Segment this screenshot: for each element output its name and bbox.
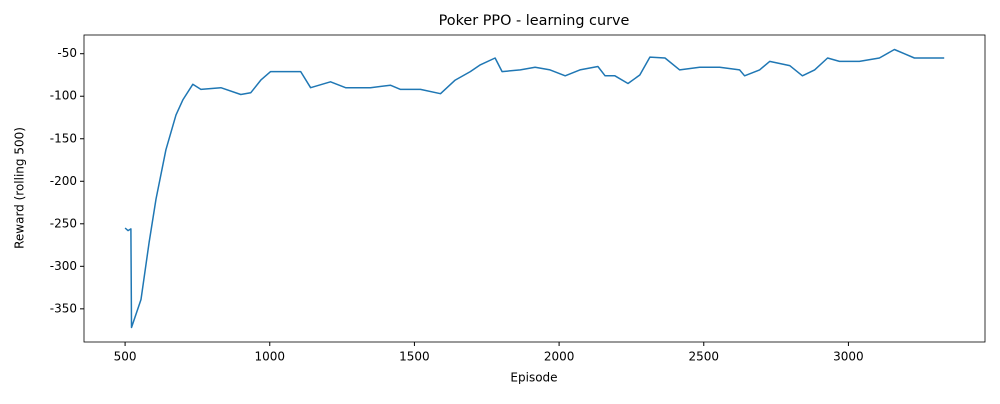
x-tick-label: 1500 (399, 350, 430, 364)
y-tick-label: -150 (50, 131, 77, 145)
x-axis-label: Episode (510, 371, 557, 385)
y-tick-label: -100 (50, 89, 77, 103)
line (124, 48, 945, 329)
y-axis-label: Reward (rolling 500) (13, 127, 27, 249)
y-tick-label: -300 (50, 259, 77, 273)
y-tick-label: -200 (50, 174, 77, 188)
x-tick-label: 500 (114, 350, 137, 364)
y-tick-label: -350 (50, 301, 77, 315)
x-tick-label: 2500 (688, 350, 719, 364)
y-tick-label: -250 (50, 216, 77, 230)
y-tick-label: -50 (57, 46, 77, 60)
x-tick-label: 3000 (833, 350, 864, 364)
x-tick-label: 2000 (544, 350, 575, 364)
x-tick-label: 1000 (254, 350, 285, 364)
chart-title: Poker PPO - learning curve (439, 13, 630, 29)
plot-frame (83, 34, 986, 343)
